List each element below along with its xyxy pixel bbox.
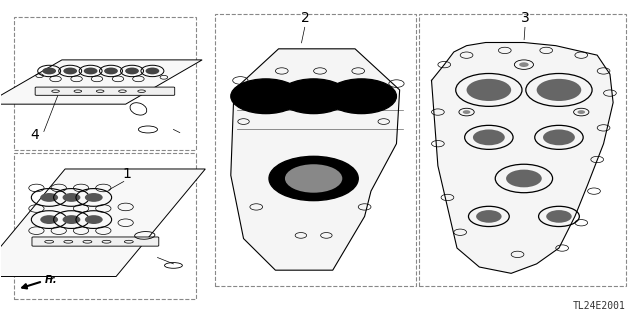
Circle shape [125, 68, 139, 74]
Polygon shape [0, 169, 205, 277]
Circle shape [278, 79, 349, 114]
Circle shape [40, 215, 58, 224]
Text: TL24E2001: TL24E2001 [573, 301, 626, 311]
Bar [14, 153, 196, 299]
Circle shape [476, 210, 502, 223]
Circle shape [104, 68, 118, 74]
Circle shape [85, 193, 102, 202]
Circle shape [231, 79, 301, 114]
Circle shape [241, 84, 291, 108]
Bar [215, 14, 415, 286]
Circle shape [42, 68, 56, 74]
Circle shape [463, 110, 470, 114]
Text: 1: 1 [122, 167, 131, 182]
Circle shape [543, 130, 575, 145]
Bar [419, 14, 626, 286]
Circle shape [326, 79, 396, 114]
Circle shape [537, 79, 581, 101]
Circle shape [467, 79, 511, 101]
Polygon shape [231, 49, 399, 270]
Circle shape [145, 68, 159, 74]
Circle shape [285, 164, 342, 193]
FancyBboxPatch shape [35, 87, 175, 95]
Circle shape [85, 215, 102, 224]
Bar [14, 17, 196, 150]
Text: Fr.: Fr. [45, 276, 58, 286]
Circle shape [519, 62, 529, 67]
Circle shape [577, 110, 585, 114]
Circle shape [473, 130, 505, 145]
Polygon shape [0, 60, 202, 104]
Text: 2: 2 [301, 11, 310, 25]
Circle shape [337, 84, 386, 108]
Circle shape [546, 210, 572, 223]
Circle shape [63, 215, 81, 224]
Circle shape [289, 84, 338, 108]
Circle shape [40, 193, 58, 202]
Polygon shape [431, 42, 613, 273]
Text: 3: 3 [521, 11, 529, 25]
Circle shape [63, 193, 81, 202]
Circle shape [506, 170, 541, 187]
Text: 4: 4 [30, 128, 39, 142]
Circle shape [84, 68, 97, 74]
Circle shape [269, 156, 358, 201]
FancyBboxPatch shape [32, 237, 159, 246]
Circle shape [63, 68, 77, 74]
